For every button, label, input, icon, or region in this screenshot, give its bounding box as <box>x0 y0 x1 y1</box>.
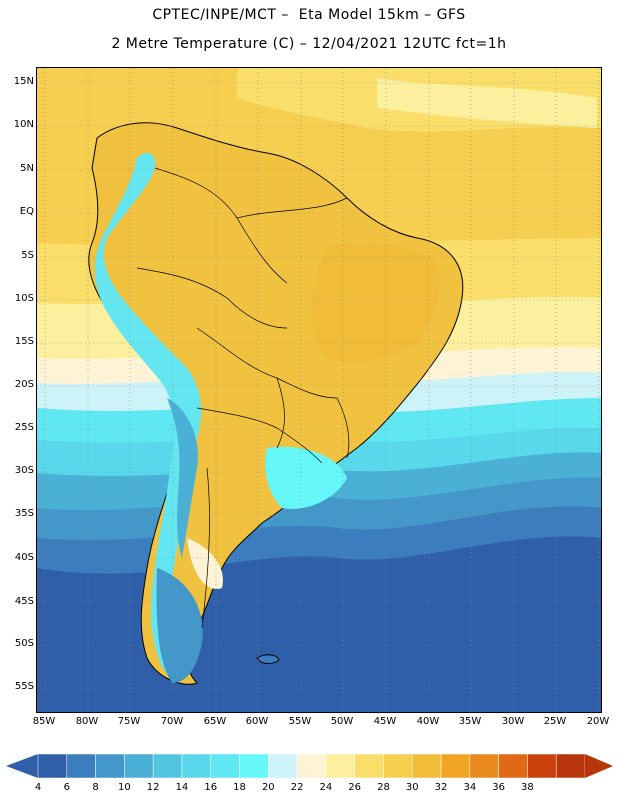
lon-label: 35W <box>458 716 482 727</box>
colorbar-high-arrow <box>585 754 613 778</box>
colorbar-swatch <box>354 753 384 779</box>
country-borders <box>136 167 350 629</box>
colorbar-swatch <box>527 753 557 779</box>
patagonia-cold <box>156 568 203 683</box>
lat-label: 20S <box>14 379 34 390</box>
colorbar-label: 12 <box>146 782 160 793</box>
colorbar-swatch <box>325 753 355 779</box>
colorbar-swatch <box>124 753 154 779</box>
lon-label: 45W <box>373 716 397 727</box>
patagonia-warm-patch <box>187 538 223 589</box>
colorbar-label: 24 <box>319 782 333 793</box>
lon-label: 70W <box>160 716 184 727</box>
colorbar-swatch <box>498 753 528 779</box>
chart-title-line-1: CPTEC/INPE/MCT – Eta Model 15km – GFS <box>152 7 466 23</box>
colorbar-swatch <box>555 753 586 779</box>
lat-label: 45S <box>14 596 34 607</box>
lon-label: 55W <box>288 716 312 727</box>
lon-label: 65W <box>203 716 227 727</box>
colorbar-label: 22 <box>290 782 304 793</box>
lat-label: 5S <box>21 250 34 261</box>
lon-label: 25W <box>543 716 567 727</box>
lon-label: 80W <box>75 716 99 727</box>
lat-label: 40S <box>14 552 34 563</box>
temperature-map <box>36 67 602 713</box>
colorbar-swatch <box>412 753 442 779</box>
chart-title-line-2: 2 Metre Temperature (C) – 12/04/2021 12U… <box>111 36 507 52</box>
colorbar-swatch <box>469 753 499 779</box>
lat-label: 25S <box>14 422 34 433</box>
andes-core <box>167 398 198 558</box>
colorbar-label: 34 <box>463 782 477 793</box>
colorbar <box>6 753 613 779</box>
colorbar-label: 6 <box>63 782 70 793</box>
colorbar-label: 26 <box>348 782 362 793</box>
colorbar-swatch <box>440 753 471 779</box>
lat-label: 10N <box>13 119 34 130</box>
colorbar-label: 14 <box>175 782 189 793</box>
colorbar-swatch <box>383 753 413 779</box>
lon-label: 30W <box>501 716 525 727</box>
lon-label: 20W <box>586 716 610 727</box>
colorbar-label: 18 <box>233 782 246 793</box>
colorbar-label: 28 <box>377 782 390 793</box>
lon-label: 75W <box>117 716 141 727</box>
lat-label: 5N <box>20 163 34 174</box>
colorbar-label: 16 <box>204 782 218 793</box>
colorbar-label: 10 <box>117 782 131 793</box>
southeast-cool <box>265 446 347 509</box>
lat-label: 15S <box>14 336 34 347</box>
colorbar-label: 20 <box>261 782 275 793</box>
lon-label: 40W <box>416 716 440 727</box>
lat-label: 50S <box>14 638 34 649</box>
colorbar-swatch <box>239 753 269 779</box>
colorbar-label: 32 <box>434 782 448 793</box>
lat-label: 30S <box>14 465 34 476</box>
colorbar-label: 38 <box>521 782 534 793</box>
lat-label: 55S <box>14 681 34 692</box>
colorbar-swatch <box>37 753 68 779</box>
lon-label: 85W <box>32 716 56 727</box>
colorbar-swatch <box>296 753 327 779</box>
colorbar-label: 36 <box>492 782 505 793</box>
colorbar-swatch <box>95 753 125 779</box>
colorbar-label: 4 <box>34 782 42 793</box>
colorbar-swatch <box>152 753 183 779</box>
lat-label: EQ <box>19 206 34 217</box>
falkland-islands <box>256 654 280 664</box>
lon-label: 50W <box>330 716 354 727</box>
colorbar-label: 30 <box>405 782 419 793</box>
colorbar-swatch <box>181 753 211 779</box>
colorbar-swatch <box>268 753 298 779</box>
warm-interior <box>312 242 440 363</box>
map-canvas <box>37 68 601 712</box>
andes-ridge <box>95 152 202 678</box>
colorbar-swatch <box>66 753 96 779</box>
band-north-lighter <box>377 78 597 128</box>
colorbar-swatch <box>210 753 240 779</box>
lon-label: 60W <box>245 716 269 727</box>
colorbar-label: 8 <box>92 782 99 793</box>
colorbar-low-arrow <box>6 754 38 778</box>
lat-label: 15N <box>13 76 34 87</box>
lat-label: 10S <box>14 293 34 304</box>
lat-label: 35S <box>14 508 34 519</box>
